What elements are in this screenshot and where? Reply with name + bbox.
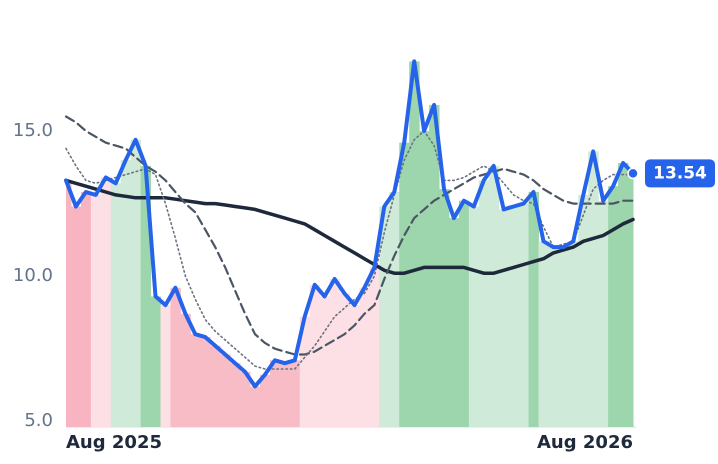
area-segment bbox=[100, 177, 112, 427]
area-segment bbox=[588, 151, 599, 427]
y-tick-label: 10.0 bbox=[13, 265, 53, 286]
area-segment bbox=[299, 316, 311, 427]
area-segment bbox=[628, 173, 634, 427]
area-segment bbox=[230, 363, 241, 427]
area-segment bbox=[279, 363, 291, 427]
area-segment bbox=[210, 345, 221, 427]
area-segment bbox=[399, 142, 410, 427]
moving-average-line bbox=[64, 178, 635, 275]
area-segment bbox=[80, 191, 92, 427]
area-segment bbox=[110, 183, 122, 427]
area-segment bbox=[66, 180, 72, 427]
area-segment bbox=[130, 139, 142, 427]
area-segment bbox=[488, 165, 500, 427]
last-value-label: 13.54 bbox=[653, 163, 707, 183]
area-segment bbox=[409, 61, 420, 428]
area-segment bbox=[120, 160, 132, 427]
area-segment bbox=[389, 191, 400, 427]
area-segment bbox=[548, 247, 559, 427]
area-segment bbox=[180, 313, 191, 427]
x-tick-label: Aug 2025 bbox=[66, 432, 162, 453]
area-segment bbox=[498, 209, 510, 427]
last-point bbox=[627, 167, 639, 180]
x-tick-label: Aug 2026 bbox=[537, 432, 633, 453]
area-segment bbox=[90, 194, 102, 427]
area-segment bbox=[170, 287, 181, 427]
area-segment bbox=[468, 206, 480, 427]
moving-average-line bbox=[65, 130, 634, 370]
area-segment bbox=[478, 180, 490, 427]
area-segment bbox=[578, 194, 589, 427]
area-segment bbox=[220, 354, 231, 427]
area-segment bbox=[518, 203, 530, 427]
y-tick-label: 15.0 bbox=[13, 120, 53, 141]
area-segment bbox=[538, 241, 549, 427]
area-segment bbox=[190, 334, 201, 427]
area-segment bbox=[259, 374, 271, 427]
area-segment bbox=[319, 296, 331, 427]
area-segment bbox=[419, 131, 430, 427]
area-segment bbox=[568, 241, 579, 427]
area-segment bbox=[528, 191, 539, 427]
area-segment bbox=[369, 267, 380, 427]
area-segment bbox=[439, 189, 450, 427]
area-segment bbox=[160, 305, 171, 427]
area-segment bbox=[289, 360, 301, 427]
last-value-badge bbox=[645, 159, 715, 188]
area-segment bbox=[458, 200, 470, 427]
area-segment bbox=[70, 206, 82, 427]
line-group bbox=[64, 59, 635, 389]
area-segment bbox=[349, 305, 360, 427]
area-segment bbox=[250, 386, 261, 427]
moving-average-line bbox=[64, 115, 635, 356]
area-segment bbox=[240, 371, 251, 427]
area-segment bbox=[359, 287, 370, 427]
area-segment bbox=[309, 284, 321, 427]
area-segment bbox=[558, 247, 569, 427]
area-segment bbox=[200, 337, 211, 427]
area-segment bbox=[150, 296, 161, 427]
area-segment bbox=[608, 186, 619, 427]
area-segment bbox=[339, 293, 350, 427]
price-line bbox=[64, 59, 635, 389]
area-segment bbox=[140, 165, 152, 427]
y-tick-label: 5.0 bbox=[24, 410, 53, 431]
area-segment bbox=[379, 206, 390, 427]
area-segment bbox=[329, 279, 341, 427]
area-segment bbox=[269, 360, 281, 427]
area-segment bbox=[598, 200, 609, 427]
area-segment bbox=[508, 206, 520, 427]
area-segment bbox=[448, 218, 460, 427]
area-segment bbox=[618, 162, 629, 427]
